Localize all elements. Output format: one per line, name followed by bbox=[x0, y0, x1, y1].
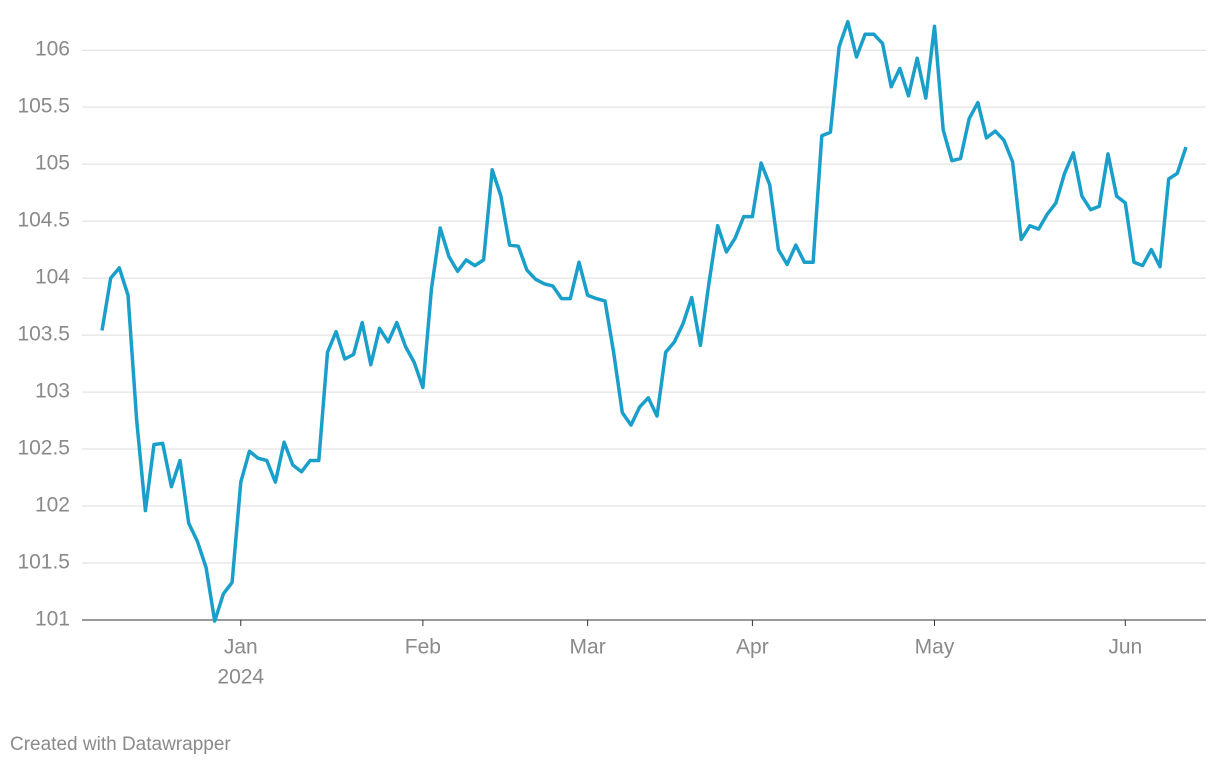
y-tick-label: 105 bbox=[35, 152, 70, 175]
x-tick-label: May bbox=[915, 636, 955, 659]
data-line bbox=[100, 19, 1188, 623]
y-tick-label: 102.5 bbox=[17, 437, 70, 460]
footer: Created with Datawrapper bbox=[10, 734, 231, 755]
y-tick-label: 104.5 bbox=[17, 209, 70, 232]
x-tick-label: Mar bbox=[570, 636, 606, 659]
year-label: 2024 bbox=[217, 666, 264, 689]
y-tick-label: 101.5 bbox=[17, 551, 70, 574]
y-tick-label: 104 bbox=[35, 266, 70, 289]
y-tick-label: 106 bbox=[35, 38, 70, 61]
x-tick-label: Jan bbox=[224, 636, 258, 659]
y-tick-label: 103.5 bbox=[17, 323, 70, 346]
x-tick-label: Jun bbox=[1108, 636, 1142, 659]
y-tick-label: 103 bbox=[35, 380, 70, 403]
x-tick-label: Feb bbox=[405, 636, 441, 659]
y-tick-label: 105.5 bbox=[17, 95, 70, 118]
y-tick-label: 102 bbox=[35, 494, 70, 517]
x-tick-label: Apr bbox=[736, 636, 769, 659]
y-tick-label: 101 bbox=[35, 608, 70, 631]
